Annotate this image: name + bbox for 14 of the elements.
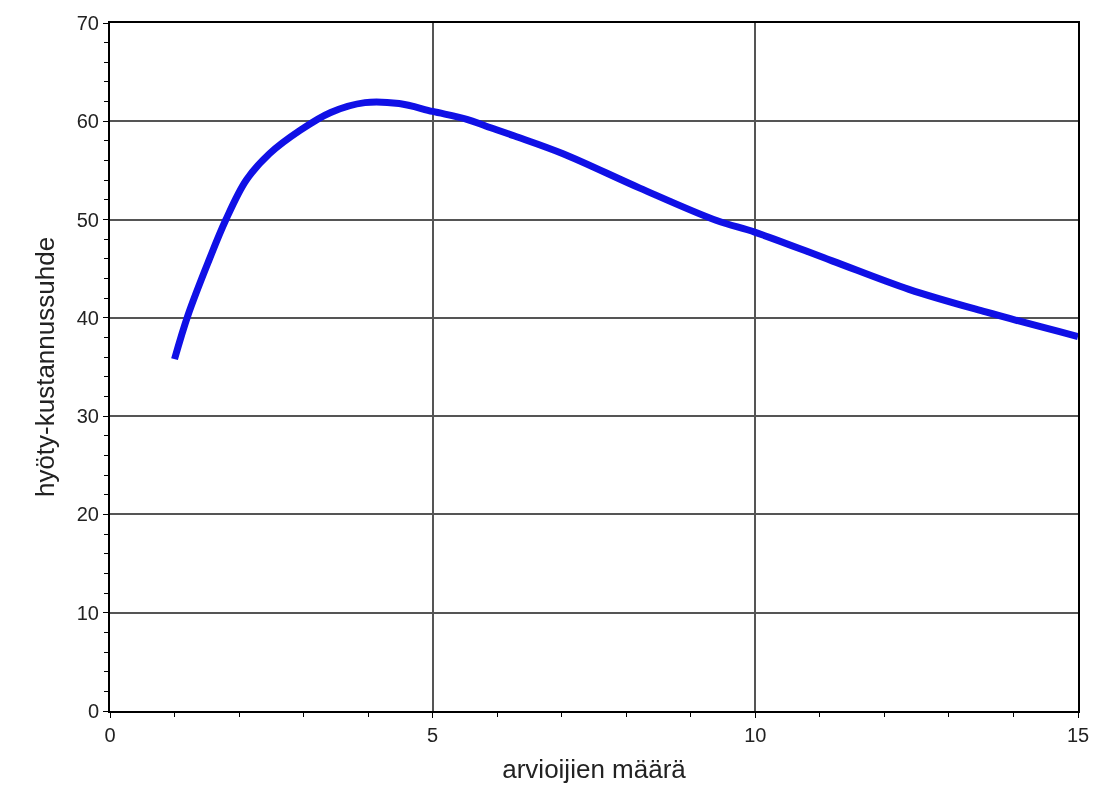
y-axis-title: hyöty-kustannussuhde: [29, 236, 60, 498]
y-tick-label: 60: [76, 110, 99, 133]
y-tick-label: 10: [76, 601, 99, 624]
y-tick-label: 40: [76, 306, 99, 329]
x-tick-label: 5: [427, 724, 439, 746]
y-tick-label: 0: [87, 700, 99, 722]
y-tick-label: 50: [76, 208, 99, 231]
y-tick-label: 70: [76, 12, 99, 34]
y-tick-label: 30: [76, 405, 99, 428]
x-tick-label: 10: [744, 724, 767, 746]
x-tick-label: 0: [104, 724, 116, 746]
x-axis-title: arvioijien määrä: [502, 754, 687, 785]
y-tick-label: 20: [76, 503, 99, 526]
x-tick-label: 15: [1066, 724, 1090, 746]
